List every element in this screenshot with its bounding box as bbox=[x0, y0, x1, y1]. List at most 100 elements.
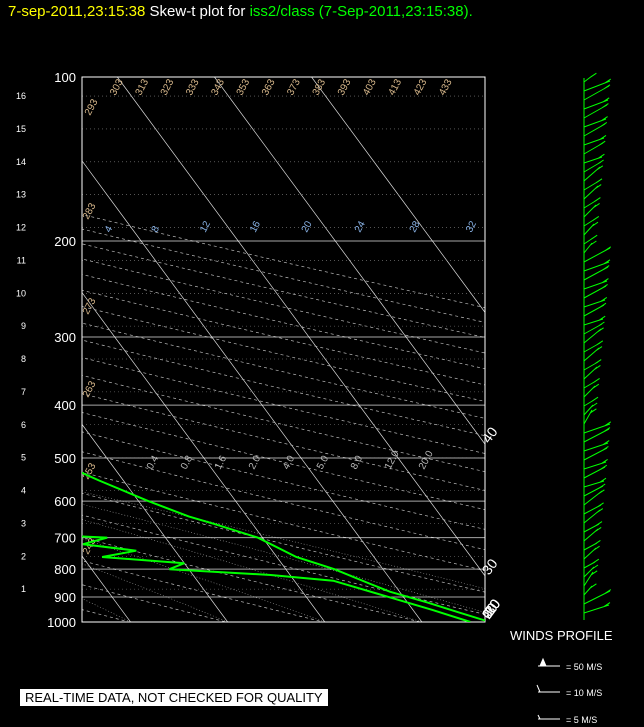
wind-barb-11 bbox=[583, 165, 604, 182]
wind-barb-58 bbox=[583, 589, 612, 605]
title-source: iss2/class (7-Sep-2011,23:15:38) bbox=[249, 3, 469, 20]
mixing-ratio-upper-20: 20 bbox=[300, 219, 315, 234]
mixing-ratio-upper-28: 28 bbox=[408, 219, 423, 234]
moist-adiabat-40 bbox=[82, 491, 485, 589]
title-date: 7-sep-2011,23:15:38 bbox=[8, 3, 146, 20]
mixing-ratio-lower-4: 4.0 bbox=[281, 454, 297, 472]
wind-barb-54 bbox=[583, 558, 600, 569]
pressure-tick-300: 300 bbox=[54, 330, 76, 345]
dewpoint-trace bbox=[82, 535, 471, 622]
height-tick-16: 16 bbox=[16, 91, 26, 101]
theta-label-323: 323 bbox=[159, 77, 177, 97]
wind-barb-4 bbox=[583, 103, 609, 119]
wind-barb-13 bbox=[583, 184, 602, 200]
temperature-trace bbox=[82, 471, 485, 622]
wind-barb-52 bbox=[583, 539, 601, 551]
wind-barb-43 bbox=[583, 458, 608, 470]
mixing-ratio-upper-16: 16 bbox=[248, 219, 263, 234]
wind-barb-32 bbox=[583, 359, 602, 371]
wind-barb-45 bbox=[583, 477, 607, 488]
mixing-ratio-upper-8: 8 bbox=[150, 224, 163, 234]
wind-barb-46 bbox=[583, 483, 606, 497]
mixing-ratio-lower-3: 2.0 bbox=[247, 454, 263, 472]
height-tick-10: 10 bbox=[16, 288, 26, 298]
wind-legend-5: = 5 M/S bbox=[566, 715, 598, 725]
pressure-tick-600: 600 bbox=[54, 494, 76, 509]
height-tick-14: 14 bbox=[16, 157, 26, 167]
height-tick-4: 4 bbox=[21, 486, 26, 496]
wind-legend-50: = 50 M/S bbox=[566, 662, 603, 672]
wind-legend-10: = 10 M/S bbox=[566, 688, 603, 698]
theta-label-373: 373 bbox=[285, 77, 303, 97]
plot-frame bbox=[81, 76, 486, 623]
wind-barb-49 bbox=[583, 508, 604, 524]
height-tick-7: 7 bbox=[21, 387, 26, 397]
theta-label-313: 313 bbox=[134, 77, 152, 97]
mixing-ratio-lower-0: 0.4 bbox=[145, 454, 161, 472]
wind-barb-41 bbox=[583, 440, 610, 452]
wind-barb-24 bbox=[583, 283, 608, 299]
pressure-tick-900: 900 bbox=[54, 590, 76, 605]
height-tick-6: 6 bbox=[21, 420, 26, 430]
mixing-ratio-upper-4: 4 bbox=[103, 224, 116, 234]
wind-barb-34 bbox=[583, 377, 600, 389]
wind-barb-28 bbox=[583, 321, 605, 335]
grid-layer bbox=[0, 76, 486, 623]
mixing-ratio-lower-2: 1.6 bbox=[213, 454, 229, 472]
height-tick-5: 5 bbox=[21, 453, 26, 463]
height-tick-1: 1 bbox=[21, 584, 26, 594]
pressure-tick-700: 700 bbox=[54, 531, 76, 546]
isotherm-0 bbox=[82, 423, 228, 622]
theta-label-333: 333 bbox=[184, 77, 202, 97]
wind-barb-30 bbox=[583, 340, 604, 353]
wind-barb-44 bbox=[583, 464, 608, 479]
theta-label-403: 403 bbox=[361, 77, 379, 97]
trace-clip-group bbox=[82, 471, 485, 622]
wind-barb-18 bbox=[583, 234, 598, 245]
theta-label-343: 343 bbox=[209, 77, 227, 97]
wind-profile-layer bbox=[583, 72, 612, 620]
mixing-ratio-lower-6: 8.0 bbox=[349, 454, 365, 472]
moist-adiabat-30 bbox=[82, 503, 485, 613]
wind-barb-57 bbox=[583, 583, 597, 596]
pressure-tick-200: 200 bbox=[54, 234, 76, 249]
isotherm-30 bbox=[117, 77, 485, 577]
pressure-tick-1000: 1000 bbox=[47, 615, 76, 630]
pressure-tick-500: 500 bbox=[54, 451, 76, 466]
wind-barb-38 bbox=[583, 408, 597, 425]
dry-adiabat-443 bbox=[82, 258, 485, 354]
wind-barb-16 bbox=[583, 215, 600, 227]
height-tick-3: 3 bbox=[21, 518, 26, 528]
dry-adiabat-463 bbox=[82, 228, 485, 323]
pressure-tick-100: 100 bbox=[54, 70, 76, 85]
moist-adiabat-0 bbox=[82, 563, 228, 622]
height-tick-11: 11 bbox=[17, 255, 26, 265]
wind-barb-0 bbox=[583, 72, 597, 83]
height-tick-2: 2 bbox=[21, 551, 26, 561]
theta-label-303: 303 bbox=[108, 77, 126, 97]
theta-label-293: 293 bbox=[83, 97, 101, 117]
theta-label-353: 353 bbox=[235, 77, 253, 97]
trace-layer bbox=[82, 471, 485, 622]
wind-barb-51 bbox=[583, 526, 602, 542]
clipped-grid bbox=[0, 77, 485, 622]
pressure-tick-800: 800 bbox=[54, 562, 76, 577]
dry-adiabat-273 bbox=[82, 584, 227, 622]
wind-legend-layer bbox=[536, 657, 560, 720]
height-tick-12: 12 bbox=[16, 223, 26, 233]
pressure-tick-400: 400 bbox=[54, 398, 76, 413]
wind-barb-6 bbox=[583, 121, 608, 137]
theta-left-label-263: 263 bbox=[81, 379, 99, 399]
wind-legend-fullbarb-icon bbox=[536, 684, 560, 693]
wind-barb-10 bbox=[583, 159, 604, 173]
right-temp-tick-30: 30 bbox=[478, 555, 500, 577]
mixing-ratio-upper-32: 32 bbox=[464, 219, 479, 234]
theta-left-label-273: 273 bbox=[81, 296, 99, 316]
wind-barb-26 bbox=[583, 302, 607, 317]
wind-barb-42 bbox=[583, 445, 609, 461]
moist-adiabat--20 bbox=[0, 173, 33, 622]
height-tick-8: 8 bbox=[21, 354, 26, 364]
wind-barb-14 bbox=[583, 197, 601, 209]
mixing-ratio-lower-5: 5.0 bbox=[315, 454, 331, 472]
